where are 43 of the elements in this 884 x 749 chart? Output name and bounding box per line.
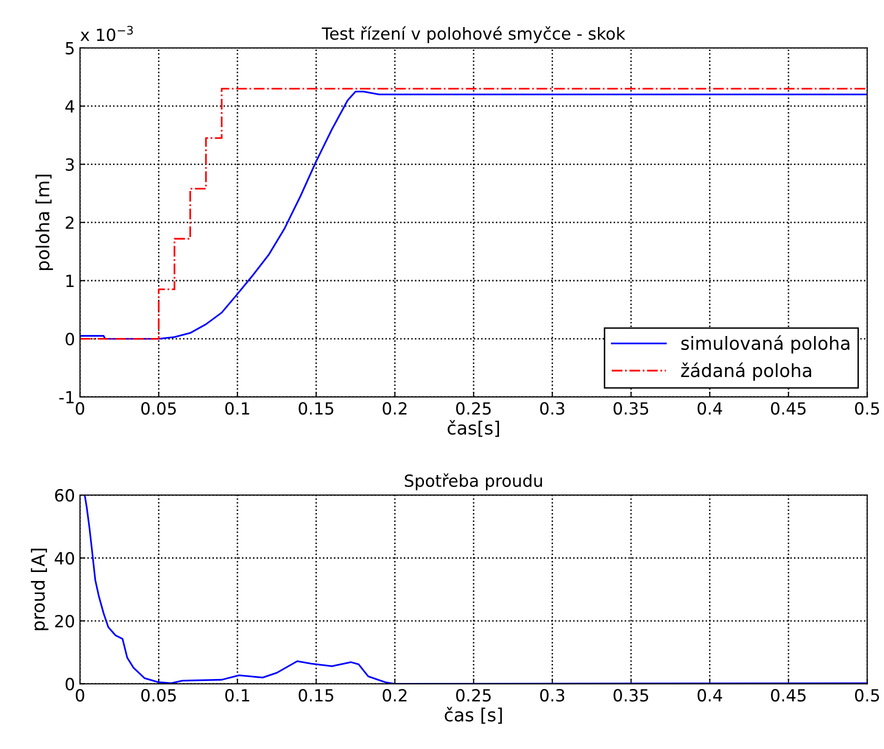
y-tick-label: 40 [54,552,74,565]
text: x 10$^{−3}$ [80,26,133,42]
x-tick-label: 0.05 [141,688,176,702]
y-tick-label: 0 [66,332,74,346]
x-tick-label: 0.2 [382,688,406,702]
x-tick-label: 0.25 [456,688,491,702]
x-tick-label: 0.05 [141,402,176,415]
x-tick-label: 0 [76,688,84,702]
x-tick-label: 0.35 [614,688,648,702]
x-tick-label: 0.15 [298,688,334,702]
x-tick-label: 0.45 [771,688,806,702]
x-tick-label: 0.5 [855,688,879,702]
y-tick-label: 3 [66,158,74,171]
line-series [84,495,868,684]
y-axis-title: proud [A] [30,548,48,630]
y-tick-label: 20 [55,614,74,628]
x-tick-label: 0.15 [298,402,334,415]
x-tick-label: 0.4 [698,402,722,415]
y-tick-label: 0 [66,678,74,690]
x-tick-label: 0.1 [225,688,250,702]
x-tick-label: 0.2 [382,402,406,415]
legend-label: žádaná poloha [681,362,812,381]
x-tick-label: 0.1 [225,402,250,415]
x-tick-label: 0.45 [771,402,806,415]
x-tick-label: 0.35 [614,402,648,415]
y-axis-title: poloha [m] [35,174,53,270]
y-tick-label: 2 [66,216,74,229]
x-axis-title: čas[s] [448,420,499,437]
y-tick-label: 4 [65,100,74,112]
chart-title: Spotřeba proudu [404,473,542,490]
y-tick-label: 5 [66,42,74,55]
legend-label: simulovaná poloha [681,335,850,354]
y-tick-label: -1 [59,391,74,404]
x-tick-label: 0.3 [540,688,564,702]
y-tick-label: 60 [55,489,74,502]
x-tick-label: 0.4 [698,688,722,702]
chart-title: Test řízení v polohové smyčce - skok [322,26,626,44]
x-tick-label: 0.25 [456,402,491,415]
x-axis-title: čas [s] [444,706,502,724]
y-tick-label: 1 [66,274,74,287]
x-tick-label: 0.5 [855,402,879,415]
x-tick-label: 0.3 [540,402,564,415]
x-tick-label: 0 [76,402,84,415]
